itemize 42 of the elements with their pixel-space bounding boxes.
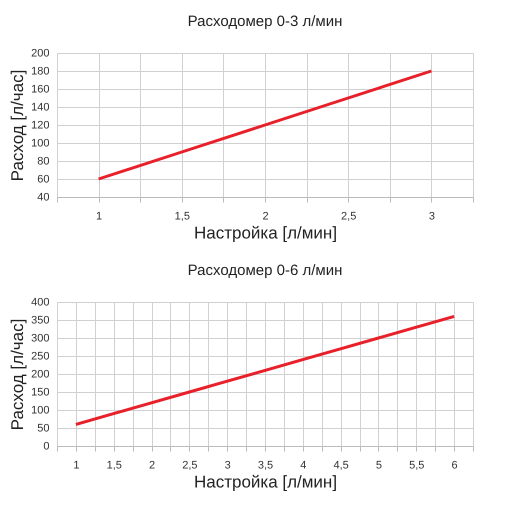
y-tick-label: 200 (31, 48, 50, 60)
x-tick-label: 5,5 (409, 460, 424, 472)
x-tick-label: 2,5 (341, 210, 356, 222)
y-tick-label: 120 (31, 120, 50, 132)
y-tick-label: 350 (31, 314, 50, 326)
x-axis-title: Настройка [л/мин] (194, 224, 338, 242)
x-tick-label: 2 (148, 460, 156, 472)
x-tick-label: 2,5 (182, 460, 198, 472)
y-tick-label: 200 (31, 368, 50, 380)
y-tick-label: 400 (31, 296, 50, 308)
line-series (97, 70, 433, 180)
y-tick-label: 50 (37, 422, 50, 434)
x-axis-title: Настройка [л/мин] (194, 472, 338, 492)
x-tick-label: 4,5 (333, 460, 349, 472)
y-tick-label: 250 (31, 350, 50, 362)
y-tick-label: 180 (31, 66, 50, 78)
y-tick-label: 160 (31, 84, 50, 96)
x-tick-label: 5 (376, 460, 382, 472)
y-tick-label: 100 (31, 138, 50, 150)
line-series (74, 314, 456, 426)
y-tick-label: 150 (31, 386, 50, 398)
y-axis-title: Расход [л/час] (8, 318, 28, 430)
x-tick-label: 4 (300, 460, 306, 472)
x-tick-label: 1,5 (106, 460, 122, 472)
x-tick-label: 1 (96, 210, 102, 222)
y-tick-label: 0 (43, 440, 50, 452)
y-tick-label: 300 (31, 332, 50, 344)
y-tick-label: 140 (31, 102, 50, 114)
y-axis-title: Расход [л/час] (8, 70, 28, 182)
x-tick-label: 2 (262, 210, 269, 222)
x-tick-label: 3 (224, 460, 231, 472)
chart-title: Расходомер 0-6 л/мин (188, 262, 342, 279)
x-tick-label: 1 (73, 460, 80, 472)
chart-title: Расходомер 0-3 л/мин (188, 13, 342, 30)
y-tick-label: 100 (31, 404, 50, 416)
x-tick-label: 6 (452, 460, 458, 472)
x-tick-label: 3 (428, 210, 435, 222)
y-tick-label: 40 (37, 192, 50, 204)
y-tick-label: 80 (37, 156, 50, 168)
x-tick-label: 3,5 (258, 460, 274, 472)
y-tick-label: 60 (37, 174, 50, 186)
x-tick-label: 1,5 (174, 210, 190, 222)
